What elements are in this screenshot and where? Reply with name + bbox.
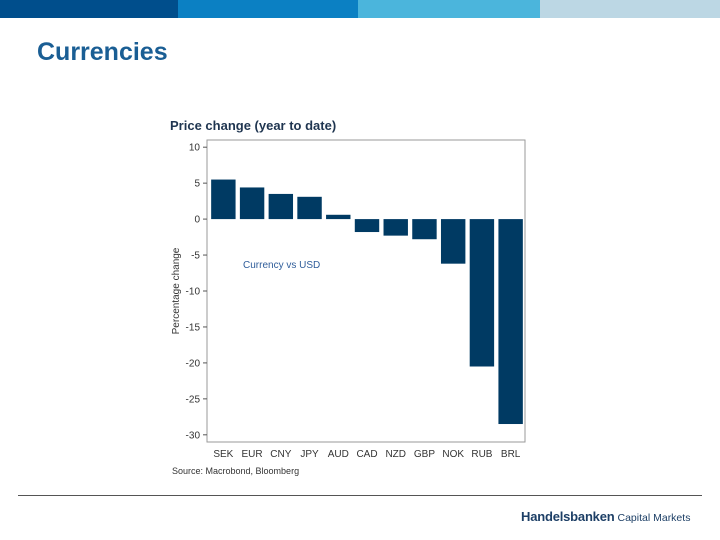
header-bar-segment xyxy=(358,0,540,18)
x-axis: SEK EUR CNY JPY AUD CAD NZD GBP NOK RUB BRL xyxy=(213,449,520,460)
bar-nzd xyxy=(383,219,408,236)
y-tick-label: -25 xyxy=(186,394,201,405)
brand-suffix: Capital Markets xyxy=(617,512,691,524)
header-bar-segment xyxy=(540,0,720,18)
bar-aud xyxy=(326,214,351,220)
chart-title: Price change (year to date) xyxy=(170,118,336,133)
header-color-bar xyxy=(0,0,720,18)
x-tick-label: BRL xyxy=(501,449,521,460)
x-tick-label: RUB xyxy=(471,449,492,460)
bar-sek xyxy=(211,179,236,220)
x-tick-label: EUR xyxy=(242,449,263,460)
bar-nok xyxy=(440,219,466,264)
x-tick-label: SEK xyxy=(213,449,233,460)
chart-source: Source: Macrobond, Bloomberg xyxy=(172,466,299,476)
x-tick-label: AUD xyxy=(328,449,349,460)
header-bar-segment xyxy=(178,0,358,18)
bar-rub xyxy=(469,219,495,367)
bar-cny xyxy=(268,193,294,220)
bar-jpy xyxy=(297,196,322,220)
bar-eur xyxy=(239,187,265,220)
y-tick-label: -20 xyxy=(186,358,201,369)
y-tick-label: 10 xyxy=(189,143,201,154)
slide-title: Currencies xyxy=(37,38,168,66)
bar-gbp xyxy=(412,219,437,240)
x-tick-label: CAD xyxy=(356,449,377,460)
y-tick-label: 5 xyxy=(194,179,200,190)
y-tick-label: 0 xyxy=(194,215,200,226)
x-tick-label: NOK xyxy=(442,449,464,460)
x-tick-label: CNY xyxy=(270,449,291,460)
x-tick-label: JPY xyxy=(300,449,319,460)
footer-divider xyxy=(18,495,702,496)
header-bar-segment xyxy=(0,0,178,18)
x-tick-label: GBP xyxy=(414,449,435,460)
y-tick-label: -10 xyxy=(186,287,201,298)
chart-annotation: Currency vs USD xyxy=(243,260,320,271)
y-tick-label: -15 xyxy=(186,322,201,333)
y-axis: 10 5 0 -5 -10 -15 -20 -25 -30 xyxy=(186,143,207,441)
brand-logo: Handelsbanken Capital Markets xyxy=(521,508,690,526)
x-tick-label: NZD xyxy=(385,449,406,460)
y-tick-label: -30 xyxy=(186,430,201,441)
bar-brl xyxy=(498,219,523,425)
brand-name: Handelsbanken xyxy=(521,509,615,524)
bar-series xyxy=(211,179,523,425)
y-tick-label: -5 xyxy=(191,251,200,262)
bar-cad xyxy=(354,219,380,233)
price-change-chart: Price change (year to date) 10 5 0 -5 -10 -15… xyxy=(170,118,526,476)
y-axis-label: Percentage change xyxy=(171,247,182,334)
